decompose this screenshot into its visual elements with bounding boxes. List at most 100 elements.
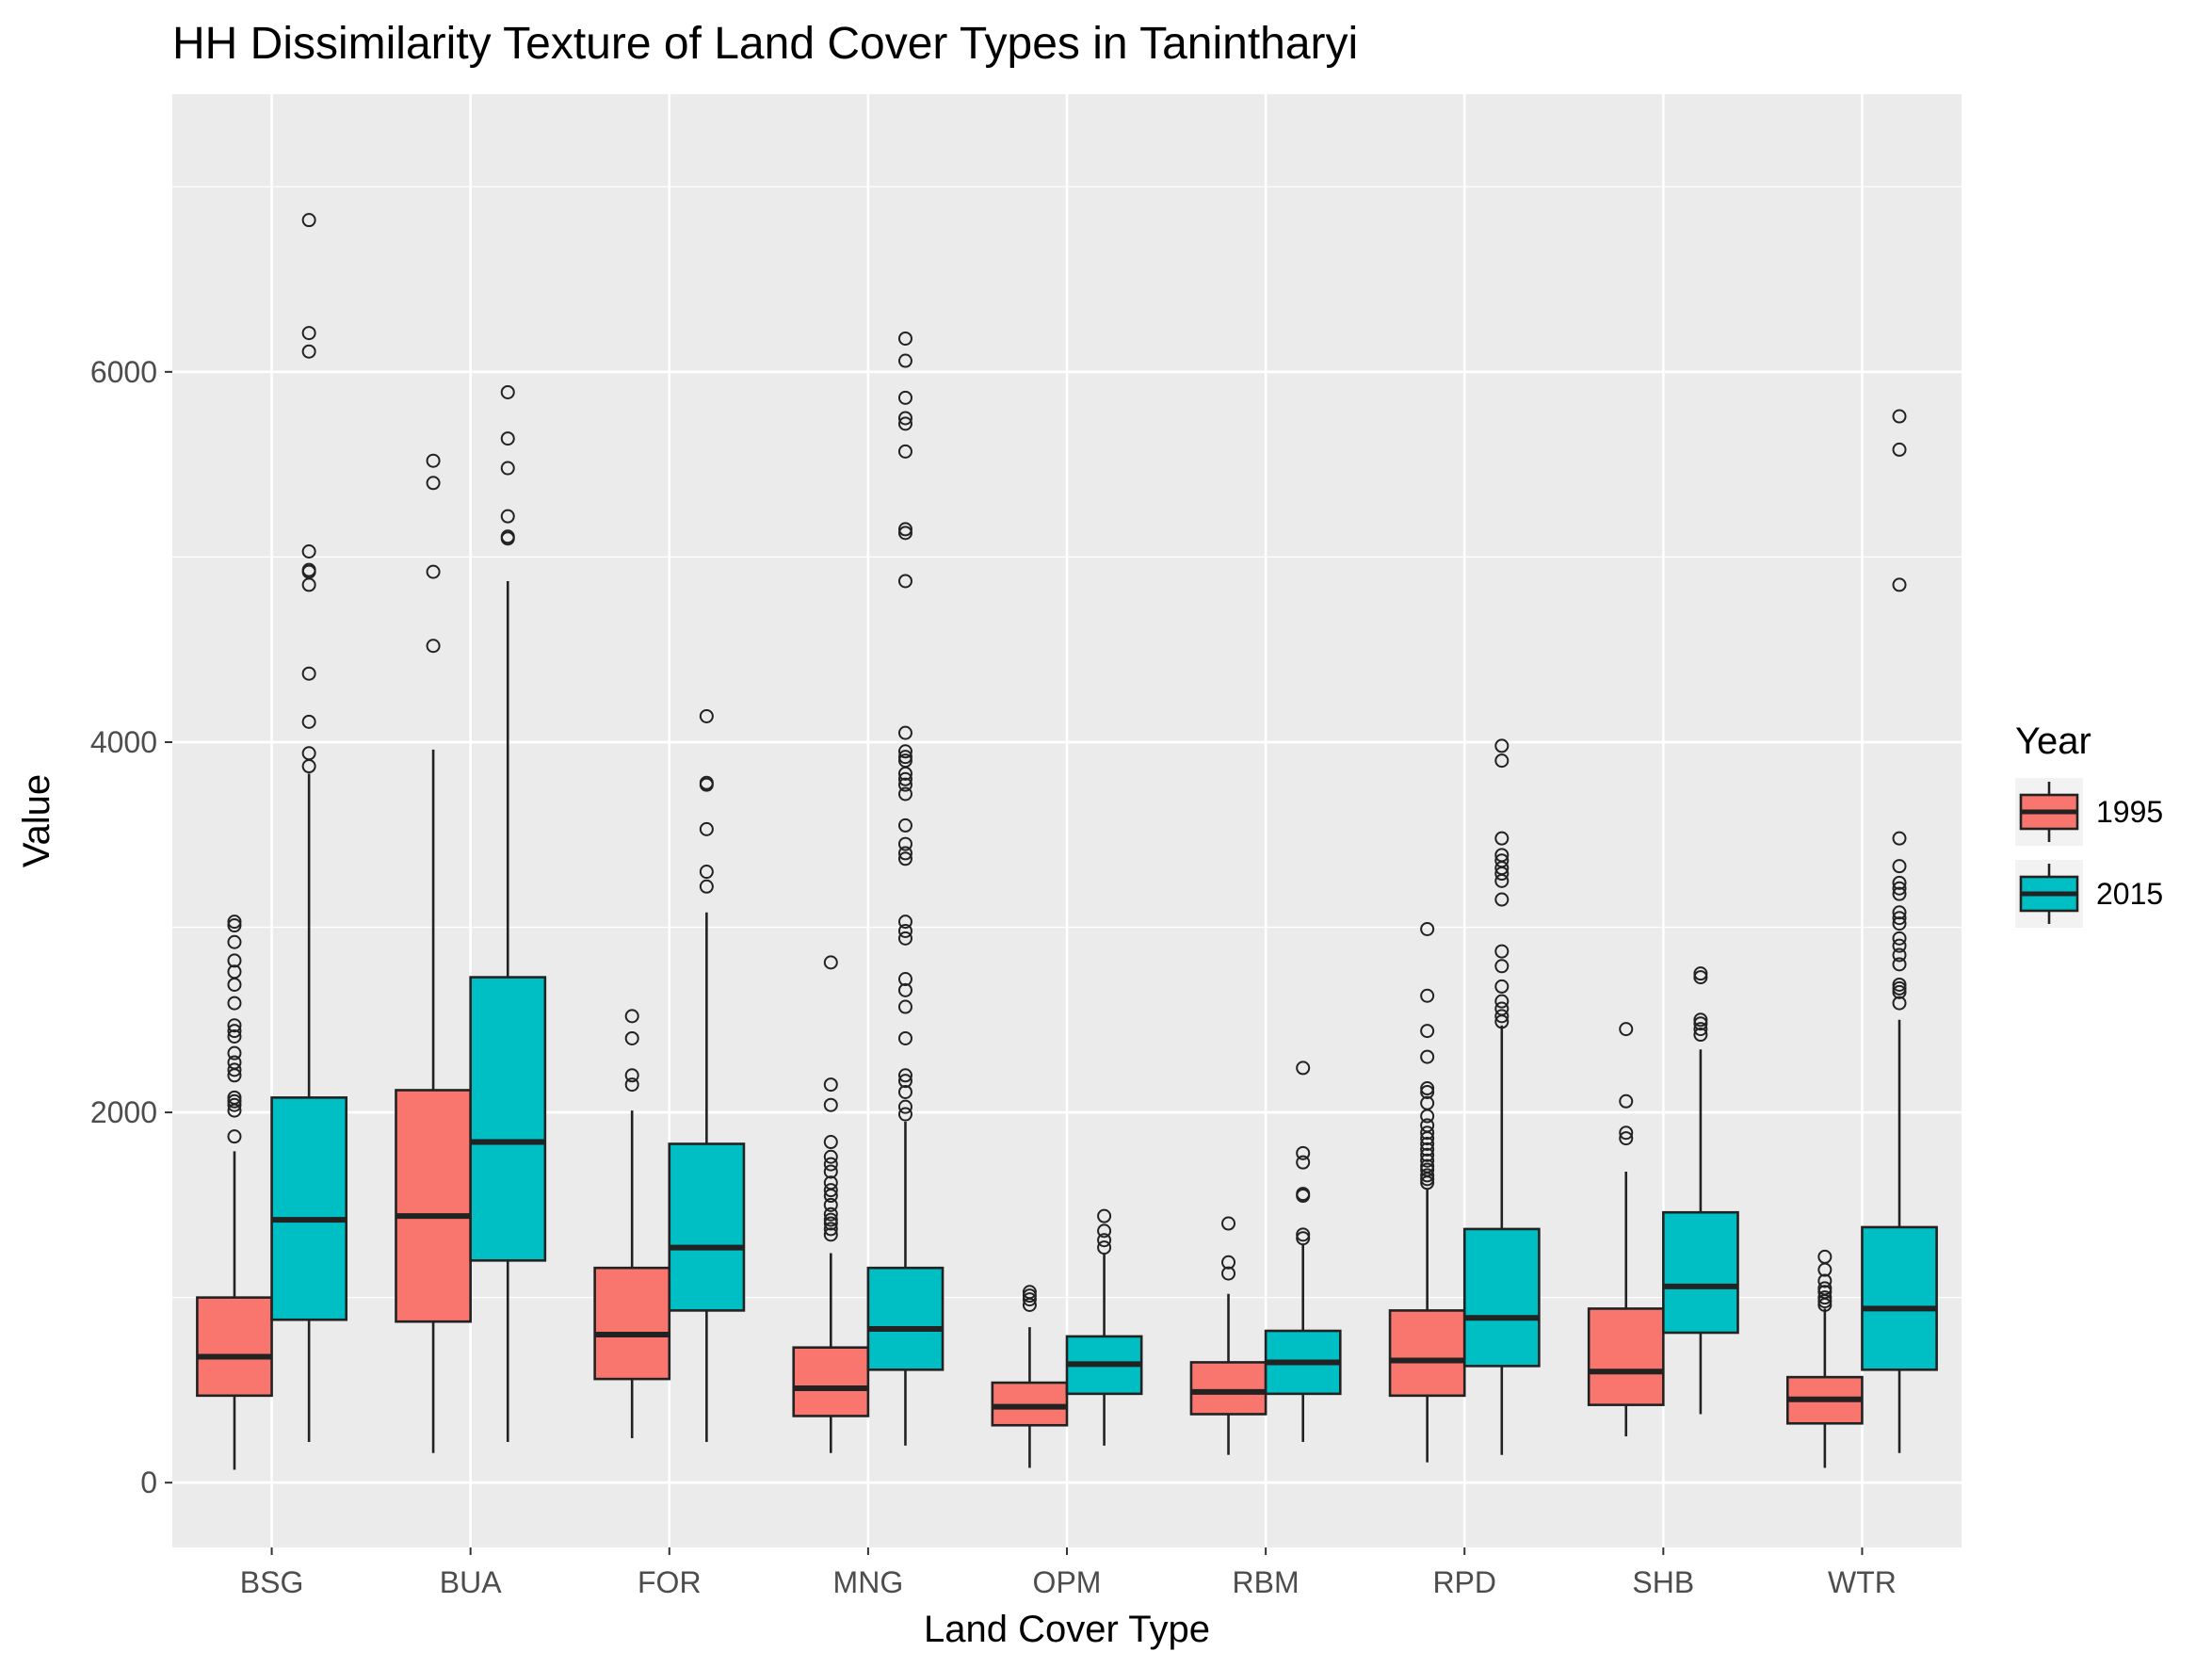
box-BUA-2015 bbox=[469, 384, 547, 1442]
outlier-point bbox=[301, 562, 316, 577]
box-body bbox=[866, 1266, 945, 1371]
x-tick-label: BUA bbox=[440, 1565, 502, 1599]
x-tick-label: BSG bbox=[240, 1565, 304, 1599]
outlier-point bbox=[823, 1149, 838, 1164]
box-RPD-1995 bbox=[1388, 921, 1466, 1463]
outlier-point bbox=[823, 1183, 838, 1198]
x-tick-label: WTR bbox=[1828, 1565, 1897, 1599]
outlier-point bbox=[1494, 738, 1510, 753]
outlier-point bbox=[1892, 996, 1907, 1011]
box-body bbox=[196, 1296, 273, 1398]
outlier-point bbox=[1022, 1292, 1037, 1307]
outlier-point bbox=[1420, 1158, 1435, 1174]
outlier-point bbox=[1022, 1288, 1037, 1304]
outlier-point bbox=[624, 1030, 639, 1045]
x-axis: BSG BUA FOR MNG OPM RBM RPD SHB WTR bbox=[240, 1547, 1897, 1599]
outlier-point bbox=[1892, 957, 1907, 972]
outlier-point bbox=[1892, 916, 1907, 931]
outlier-point bbox=[1097, 1208, 1112, 1223]
outlier-point bbox=[1494, 892, 1510, 907]
outlier-point bbox=[301, 326, 316, 341]
outlier-point bbox=[1892, 442, 1907, 457]
box-RPD-2015 bbox=[1462, 738, 1541, 1455]
box-BSG-1995 bbox=[196, 915, 273, 1470]
outlier-point bbox=[1817, 1249, 1833, 1264]
outlier-point bbox=[500, 509, 515, 524]
outlier-point bbox=[823, 1227, 838, 1242]
outlier-point bbox=[426, 564, 441, 579]
outlier-point bbox=[1420, 1095, 1435, 1110]
outlier-point bbox=[1892, 947, 1907, 963]
box-FOR-1995 bbox=[593, 1009, 671, 1439]
outlier-point bbox=[699, 708, 714, 723]
outlier-point bbox=[1296, 1061, 1311, 1076]
outlier-point bbox=[1420, 988, 1435, 1003]
x-tick-label: MNG bbox=[833, 1565, 904, 1599]
box-body bbox=[668, 1142, 746, 1312]
outlier-point bbox=[897, 526, 912, 541]
outlier-point bbox=[301, 714, 316, 729]
outlier-point bbox=[624, 1068, 639, 1083]
outlier-point bbox=[1619, 1093, 1634, 1109]
legend-title: Year bbox=[2015, 721, 2091, 762]
outlier-point bbox=[1420, 1147, 1435, 1162]
outlier-point bbox=[1892, 980, 1907, 996]
outlier-point bbox=[426, 476, 441, 491]
outlier-point bbox=[1693, 1012, 1708, 1028]
outlier-point bbox=[823, 955, 838, 970]
outlier-point bbox=[1892, 831, 1907, 846]
x-tick-label: SHB bbox=[1632, 1565, 1694, 1599]
outlier-point bbox=[1420, 1125, 1435, 1141]
outlier-point bbox=[699, 879, 714, 894]
outlier-point bbox=[227, 1018, 242, 1033]
outlier-point bbox=[426, 453, 441, 468]
outlier-point bbox=[1892, 984, 1907, 999]
outlier-point bbox=[897, 444, 912, 459]
outlier-point bbox=[699, 775, 714, 790]
y-axis: 0 2000 4000 6000 bbox=[90, 355, 172, 1499]
outlier-point bbox=[897, 931, 912, 946]
outlier-point bbox=[823, 1097, 838, 1112]
outlier-point bbox=[897, 1030, 912, 1045]
outlier-point bbox=[624, 1077, 639, 1093]
outlier-point bbox=[1494, 959, 1510, 974]
legend-label: 1995 bbox=[2096, 795, 2163, 829]
outlier-point bbox=[1892, 881, 1907, 896]
outlier-point bbox=[1619, 1125, 1634, 1141]
outlier-point bbox=[897, 786, 912, 802]
outlier-point bbox=[1420, 1081, 1435, 1096]
box-body bbox=[1662, 1210, 1739, 1335]
outlier-point bbox=[897, 353, 912, 368]
outlier-point bbox=[227, 1055, 242, 1070]
legend-label: 2015 bbox=[2096, 877, 2163, 911]
outlier-point bbox=[1693, 1022, 1708, 1037]
outlier-point bbox=[823, 1157, 838, 1172]
outlier-point bbox=[1892, 977, 1907, 992]
outlier-point bbox=[897, 1074, 912, 1089]
box-SHB-2015 bbox=[1662, 966, 1739, 1415]
outlier-point bbox=[897, 923, 912, 938]
outlier-point bbox=[897, 522, 912, 537]
legend-key-1995 bbox=[2015, 778, 2083, 846]
outlier-point bbox=[897, 1084, 912, 1099]
outlier-point bbox=[897, 750, 912, 765]
outlier-point bbox=[1494, 848, 1510, 863]
box-MNG-2015 bbox=[866, 331, 945, 1446]
chart-title: HH Dissimilarity Texture of Land Cover T… bbox=[172, 19, 1358, 69]
outlier-point bbox=[1892, 931, 1907, 946]
box-FOR-2015 bbox=[668, 708, 746, 1442]
outlier-point bbox=[897, 390, 912, 405]
outlier-point bbox=[1296, 1187, 1311, 1202]
outlier-point bbox=[823, 1197, 838, 1212]
outlier-point bbox=[227, 996, 242, 1011]
outlier-point bbox=[301, 666, 316, 681]
outlier-point bbox=[1420, 1168, 1435, 1183]
outlier-point bbox=[1817, 1273, 1833, 1288]
outlier-point bbox=[1097, 1223, 1112, 1239]
outlier-point bbox=[1296, 1231, 1311, 1246]
x-tick-label: RBM bbox=[1233, 1565, 1300, 1599]
outlier-point bbox=[823, 1077, 838, 1093]
outlier-point bbox=[897, 753, 912, 769]
outlier-point bbox=[301, 213, 316, 228]
